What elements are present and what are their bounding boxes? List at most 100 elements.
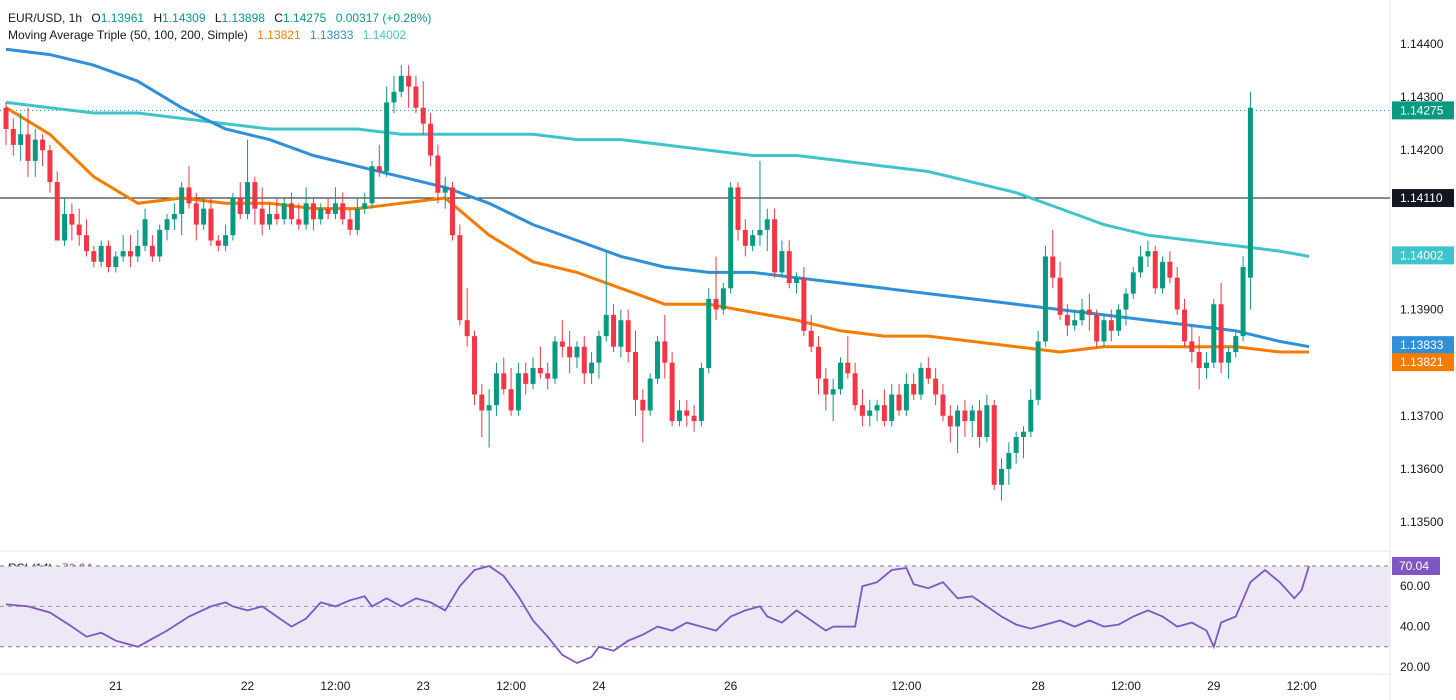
candle-body[interactable] bbox=[640, 399, 646, 411]
candle-body[interactable] bbox=[962, 410, 968, 422]
candle-body[interactable] bbox=[1247, 107, 1253, 278]
candle-body[interactable] bbox=[977, 410, 983, 438]
candle-body[interactable] bbox=[545, 373, 551, 379]
candle-body[interactable] bbox=[493, 373, 499, 406]
candle-body[interactable] bbox=[435, 155, 441, 193]
candle-body[interactable] bbox=[252, 182, 258, 209]
candle-body[interactable] bbox=[76, 224, 82, 236]
candle-body[interactable] bbox=[911, 383, 917, 395]
candle-body[interactable] bbox=[940, 394, 946, 416]
candle-body[interactable] bbox=[149, 245, 155, 257]
candle-body[interactable] bbox=[347, 219, 353, 230]
candle-body[interactable] bbox=[340, 203, 346, 220]
symbol-label[interactable]: EUR/USD, 1h bbox=[8, 11, 83, 25]
candle-body[interactable] bbox=[720, 288, 726, 310]
candle-body[interactable] bbox=[1138, 256, 1144, 273]
candle-body[interactable] bbox=[1203, 362, 1209, 368]
candle-body[interactable] bbox=[1218, 304, 1224, 363]
candle-body[interactable] bbox=[25, 134, 31, 161]
candle-body[interactable] bbox=[179, 187, 185, 214]
candle-body[interactable] bbox=[567, 346, 573, 358]
candle-body[interactable] bbox=[830, 389, 836, 395]
candle-body[interactable] bbox=[40, 139, 46, 151]
candle-body[interactable] bbox=[1182, 309, 1188, 342]
candle-body[interactable] bbox=[62, 213, 68, 241]
candle-body[interactable] bbox=[896, 394, 902, 411]
candle-body[interactable] bbox=[464, 320, 470, 337]
candle-body[interactable] bbox=[881, 405, 887, 422]
candle-body[interactable] bbox=[325, 208, 331, 214]
candle-body[interactable] bbox=[808, 330, 814, 347]
candle-body[interactable] bbox=[845, 362, 851, 374]
candle-body[interactable] bbox=[933, 378, 939, 395]
ma200-line[interactable] bbox=[5, 100, 1310, 258]
candle-body[interactable] bbox=[3, 107, 9, 129]
candle-body[interactable] bbox=[171, 213, 177, 220]
candle-body[interactable] bbox=[428, 123, 434, 156]
candle-body[interactable] bbox=[310, 203, 316, 220]
candle-body[interactable] bbox=[801, 277, 807, 331]
candle-body[interactable] bbox=[735, 187, 741, 230]
candle-body[interactable] bbox=[676, 410, 682, 422]
candle-body[interactable] bbox=[706, 298, 712, 368]
candle-body[interactable] bbox=[874, 405, 880, 411]
candle-body[interactable] bbox=[684, 410, 690, 416]
candle-body[interactable] bbox=[955, 410, 961, 427]
candle-body[interactable] bbox=[274, 213, 280, 220]
candle-body[interactable] bbox=[618, 320, 624, 347]
candle-body[interactable] bbox=[786, 251, 792, 283]
candle-body[interactable] bbox=[713, 298, 719, 310]
rsi-line[interactable] bbox=[5, 565, 1310, 664]
candle-body[interactable] bbox=[537, 367, 543, 374]
candle-body[interactable] bbox=[245, 182, 251, 214]
candle-body[interactable] bbox=[794, 277, 800, 283]
candle-body[interactable] bbox=[1233, 336, 1239, 353]
candle-body[interactable] bbox=[486, 405, 492, 411]
candle-body[interactable] bbox=[457, 235, 463, 321]
candle-body[interactable] bbox=[1064, 314, 1070, 326]
candle-body[interactable] bbox=[406, 75, 412, 87]
candle-body[interactable] bbox=[837, 362, 843, 390]
candle-body[interactable] bbox=[1160, 261, 1166, 289]
candle-body[interactable] bbox=[925, 367, 931, 379]
candle-body[interactable] bbox=[135, 245, 141, 257]
candle-body[interactable] bbox=[164, 219, 170, 230]
candle-body[interactable] bbox=[113, 256, 119, 268]
candle-body[interactable] bbox=[1094, 314, 1100, 342]
candle-body[interactable] bbox=[91, 251, 97, 262]
candle-body[interactable] bbox=[1145, 251, 1151, 257]
candle-body[interactable] bbox=[728, 187, 734, 289]
candle-body[interactable] bbox=[288, 203, 294, 220]
candle-body[interactable] bbox=[581, 346, 587, 374]
candle-body[interactable] bbox=[530, 367, 536, 384]
candle-body[interactable] bbox=[1211, 304, 1217, 363]
candle-body[interactable] bbox=[1057, 277, 1063, 315]
candle-body[interactable] bbox=[420, 107, 426, 124]
candle-body[interactable] bbox=[654, 341, 660, 379]
candle-body[interactable] bbox=[1167, 261, 1173, 278]
candle-body[interactable] bbox=[127, 251, 133, 257]
candle-body[interactable] bbox=[201, 208, 207, 225]
candle-body[interactable] bbox=[1196, 352, 1202, 368]
candle-body[interactable] bbox=[1152, 251, 1158, 289]
candle-body[interactable] bbox=[523, 373, 529, 384]
candle-body[interactable] bbox=[259, 208, 265, 225]
candle-body[interactable] bbox=[1174, 277, 1180, 310]
candle-body[interactable] bbox=[1028, 399, 1034, 432]
candle-body[interactable] bbox=[1225, 352, 1231, 363]
candle-body[interactable] bbox=[69, 213, 75, 225]
candle-body[interactable] bbox=[596, 336, 602, 363]
candle-body[interactable] bbox=[1050, 256, 1056, 278]
candle-body[interactable] bbox=[903, 383, 909, 411]
candle-body[interactable] bbox=[662, 341, 668, 363]
candle-body[interactable] bbox=[508, 389, 514, 411]
candle-body[interactable] bbox=[1108, 320, 1114, 331]
candle-body[interactable] bbox=[479, 394, 485, 411]
candle-body[interactable] bbox=[413, 86, 419, 108]
candle-body[interactable] bbox=[384, 102, 390, 172]
candle-body[interactable] bbox=[947, 415, 953, 427]
candle-body[interactable] bbox=[918, 367, 924, 395]
candle-body[interactable] bbox=[391, 91, 397, 103]
candle-body[interactable] bbox=[984, 405, 990, 438]
